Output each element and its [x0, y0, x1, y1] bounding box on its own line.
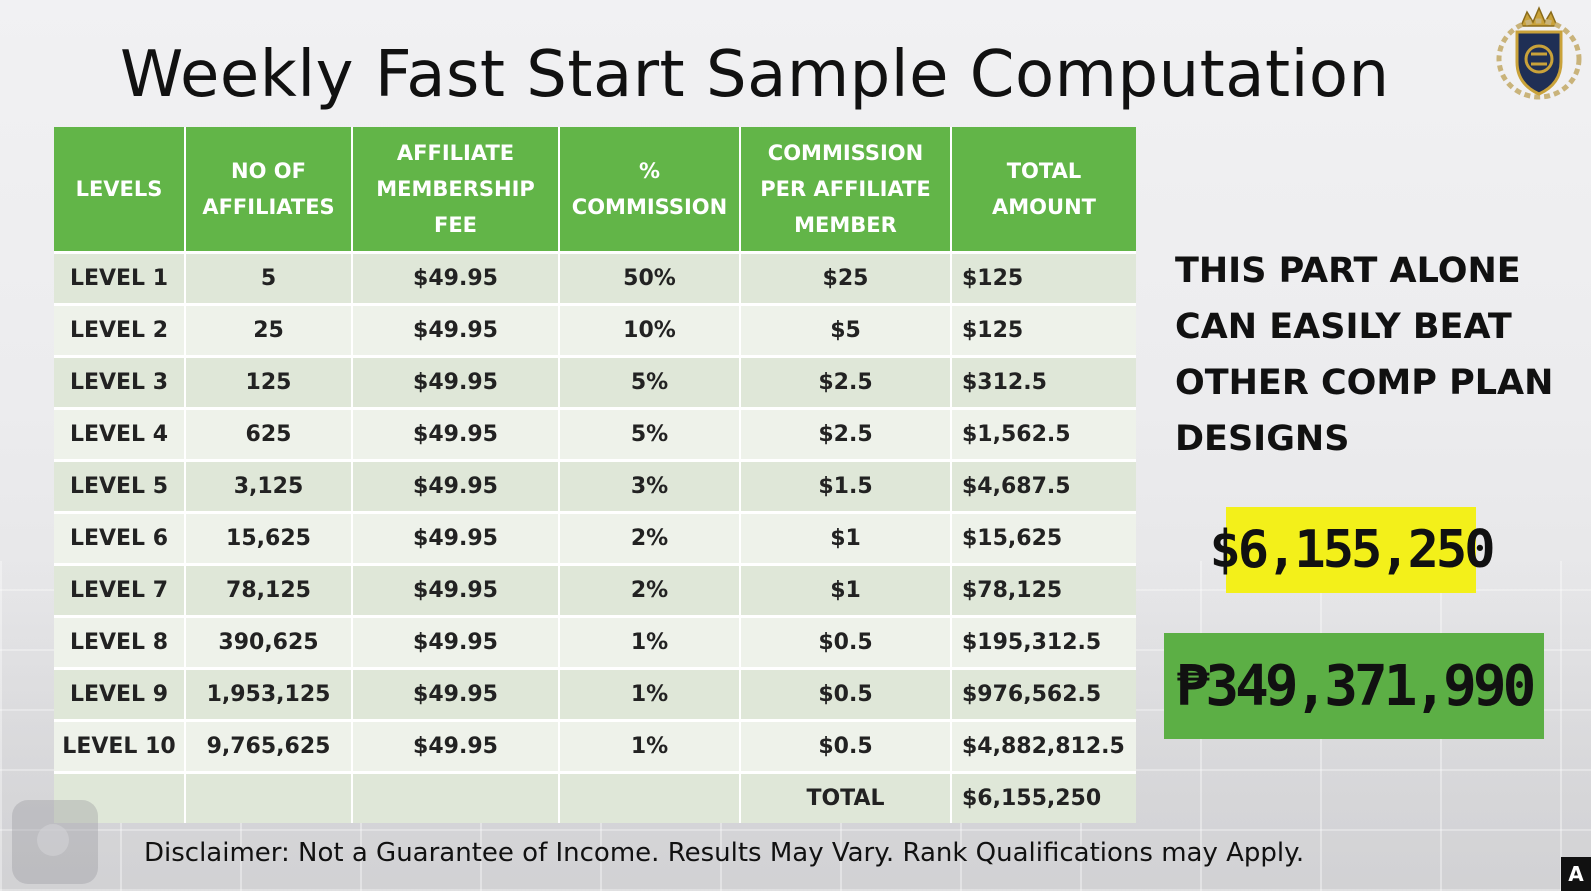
cell-affiliates: 5: [185, 251, 353, 305]
commission-table: LEVELS NO OF AFFILIATES AFFILIATE MEMBER…: [54, 127, 1136, 823]
total-value: $6,155,250: [951, 771, 1136, 823]
cell-fee: $49.95: [352, 667, 560, 721]
cell-empty: [185, 771, 353, 823]
table-row: LEVEL 7 78,125 $49.95 2% $1 $78,125: [54, 563, 1136, 617]
cell-total: $125: [951, 303, 1136, 357]
cell-total: $1,562.5: [951, 407, 1136, 461]
cell-commission: $1: [740, 511, 952, 565]
cell-commission: $0.5: [740, 719, 952, 773]
corner-tag[interactable]: A: [1561, 857, 1591, 891]
table-row: LEVEL 10 9,765,625 $49.95 1% $0.5 $4,882…: [54, 719, 1136, 773]
cell-fee: $49.95: [352, 303, 560, 357]
cell-percent: 5%: [559, 355, 741, 409]
cell-percent: 5%: [559, 407, 741, 461]
cell-level: LEVEL 10: [54, 719, 186, 773]
cell-affiliates: 9,765,625: [185, 719, 353, 773]
table-row: LEVEL 6 15,625 $49.95 2% $1 $15,625: [54, 511, 1136, 565]
header-total-amount: TOTAL AMOUNT: [951, 127, 1136, 253]
cell-level: LEVEL 1: [54, 251, 186, 305]
cell-total: $312.5: [951, 355, 1136, 409]
camera-lens-icon: [37, 824, 69, 856]
header-no-of-affiliates: NO OF AFFILIATES: [185, 127, 353, 253]
cell-affiliates: 1,953,125: [185, 667, 353, 721]
crown-shield-logo-icon: [1493, 4, 1585, 104]
table-row: LEVEL 3 125 $49.95 5% $2.5 $312.5: [54, 355, 1136, 409]
cell-percent: 1%: [559, 667, 741, 721]
cell-empty: [352, 771, 560, 823]
cell-percent: 50%: [559, 251, 741, 305]
cell-level: LEVEL 9: [54, 667, 186, 721]
cell-commission: $2.5: [740, 407, 952, 461]
cell-total: $195,312.5: [951, 615, 1136, 669]
cell-commission: $1: [740, 563, 952, 617]
cell-commission: $5: [740, 303, 952, 357]
cell-affiliates: 25: [185, 303, 353, 357]
cell-commission: $0.5: [740, 615, 952, 669]
cell-fee: $49.95: [352, 251, 560, 305]
cell-total: $78,125: [951, 563, 1136, 617]
cell-commission: $2.5: [740, 355, 952, 409]
cell-fee: $49.95: [352, 459, 560, 513]
cell-level: LEVEL 2: [54, 303, 186, 357]
cell-fee: $49.95: [352, 615, 560, 669]
header-commission-percent: % COMMISSION: [559, 127, 741, 253]
usd-total-highlight: $6,155,250: [1209, 507, 1496, 593]
table-row: LEVEL 5 3,125 $49.95 3% $1.5 $4,687.5: [54, 459, 1136, 513]
cell-fee: $49.95: [352, 407, 560, 461]
cell-affiliates: 390,625: [185, 615, 353, 669]
cell-percent: 1%: [559, 615, 741, 669]
cell-total: $976,562.5: [951, 667, 1136, 721]
cell-total: $125: [951, 251, 1136, 305]
cell-percent: 2%: [559, 511, 741, 565]
disclaimer-text: Disclaimer: Not a Guarantee of Income. R…: [144, 838, 1305, 868]
slide-title: Weekly Fast Start Sample Computation: [120, 38, 1390, 112]
cell-commission: $25: [740, 251, 952, 305]
table-row: LEVEL 1 5 $49.95 50% $25 $125: [54, 251, 1136, 305]
cell-total: $4,687.5: [951, 459, 1136, 513]
cell-empty: [54, 771, 186, 823]
cell-level: LEVEL 6: [54, 511, 186, 565]
cell-total: $4,882,812.5: [951, 719, 1136, 773]
cell-percent: 10%: [559, 303, 741, 357]
table-total-row: TOTAL $6,155,250: [54, 771, 1136, 823]
table-row: LEVEL 4 625 $49.95 5% $2.5 $1,562.5: [54, 407, 1136, 461]
cell-commission: $0.5: [740, 667, 952, 721]
cell-fee: $49.95: [352, 355, 560, 409]
cell-fee: $49.95: [352, 511, 560, 565]
cell-commission: $1.5: [740, 459, 952, 513]
cell-affiliates: 125: [185, 355, 353, 409]
cell-level: LEVEL 8: [54, 615, 186, 669]
header-commission-per-member: COMMISSION PER AFFILIATE MEMBER: [740, 127, 952, 253]
table-header-row: LEVELS NO OF AFFILIATES AFFILIATE MEMBER…: [54, 127, 1136, 253]
side-callout-text: THIS PART ALONE CAN EASILY BEAT OTHER CO…: [1175, 243, 1555, 467]
cell-level: LEVEL 4: [54, 407, 186, 461]
cell-affiliates: 625: [185, 407, 353, 461]
cell-fee: $49.95: [352, 563, 560, 617]
cell-level: LEVEL 3: [54, 355, 186, 409]
side-callout-label: THIS PART ALONE CAN EASILY BEAT OTHER CO…: [1175, 251, 1554, 459]
header-levels: LEVELS: [54, 127, 186, 253]
table-row: LEVEL 8 390,625 $49.95 1% $0.5 $195,312.…: [54, 615, 1136, 669]
cell-fee: $49.95: [352, 719, 560, 773]
cell-empty: [559, 771, 741, 823]
camera-toggle-icon[interactable]: [12, 800, 98, 884]
cell-affiliates: 15,625: [185, 511, 353, 565]
php-total-highlight: ₱349,371,990: [1164, 633, 1544, 739]
cell-percent: 3%: [559, 459, 741, 513]
cell-total: $15,625: [951, 511, 1136, 565]
total-label: TOTAL: [740, 771, 952, 823]
cell-affiliates: 78,125: [185, 563, 353, 617]
table-row: LEVEL 9 1,953,125 $49.95 1% $0.5 $976,56…: [54, 667, 1136, 721]
cell-affiliates: 3,125: [185, 459, 353, 513]
table-row: LEVEL 2 25 $49.95 10% $5 $125: [54, 303, 1136, 357]
cell-level: LEVEL 5: [54, 459, 186, 513]
cell-percent: 2%: [559, 563, 741, 617]
header-membership-fee: AFFILIATE MEMBERSHIP FEE: [352, 127, 560, 253]
cell-percent: 1%: [559, 719, 741, 773]
cell-level: LEVEL 7: [54, 563, 186, 617]
